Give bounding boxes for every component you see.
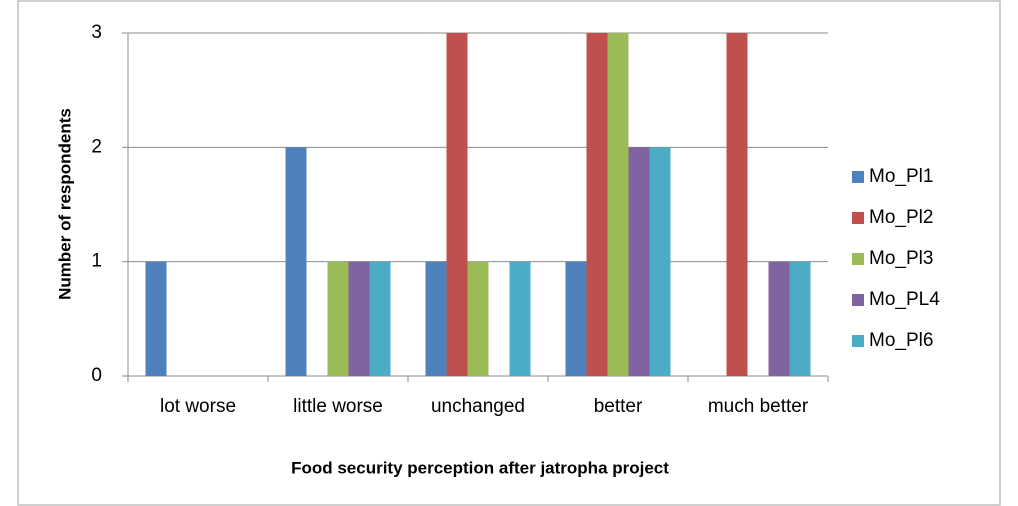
y-axis-title: Number of respondents xyxy=(55,108,74,300)
bar xyxy=(425,261,447,376)
bar xyxy=(607,33,629,376)
legend-swatch xyxy=(852,335,864,347)
y-tick-label: 1 xyxy=(91,251,102,272)
bar xyxy=(768,261,790,376)
bar xyxy=(348,261,370,376)
bar xyxy=(726,33,748,376)
y-tick-label: 0 xyxy=(91,365,102,386)
legend-label: Mo_Pl3 xyxy=(869,248,933,269)
bar xyxy=(649,147,671,376)
bar xyxy=(586,33,608,376)
bar xyxy=(509,261,531,376)
y-tick-label: 2 xyxy=(91,136,102,157)
x-tick-label: better xyxy=(594,396,643,417)
x-tick-label: lot worse xyxy=(160,396,236,417)
legend-swatch xyxy=(852,171,864,183)
legend-swatch xyxy=(852,253,864,265)
bar xyxy=(789,261,811,376)
bar xyxy=(467,261,489,376)
x-tick-label: unchanged xyxy=(431,396,525,417)
bar xyxy=(145,261,167,376)
chart-frame xyxy=(17,0,1001,506)
bar xyxy=(285,147,307,376)
bar xyxy=(327,261,349,376)
bar xyxy=(446,33,468,376)
legend-label: Mo_Pl6 xyxy=(869,330,933,351)
bar xyxy=(628,147,650,376)
bar xyxy=(565,261,587,376)
legend-swatch xyxy=(852,294,864,306)
legend-label: Mo_Pl2 xyxy=(869,207,933,228)
legend-label: Mo_PL4 xyxy=(869,289,940,310)
x-axis-title: Food security perception after jatropha … xyxy=(291,458,669,477)
x-tick-label: much better xyxy=(708,396,809,417)
bar xyxy=(369,261,391,376)
x-tick-label: little worse xyxy=(293,396,383,417)
legend-label: Mo_Pl1 xyxy=(869,166,933,187)
legend-swatch xyxy=(852,212,864,224)
y-tick-label: 3 xyxy=(91,22,102,43)
